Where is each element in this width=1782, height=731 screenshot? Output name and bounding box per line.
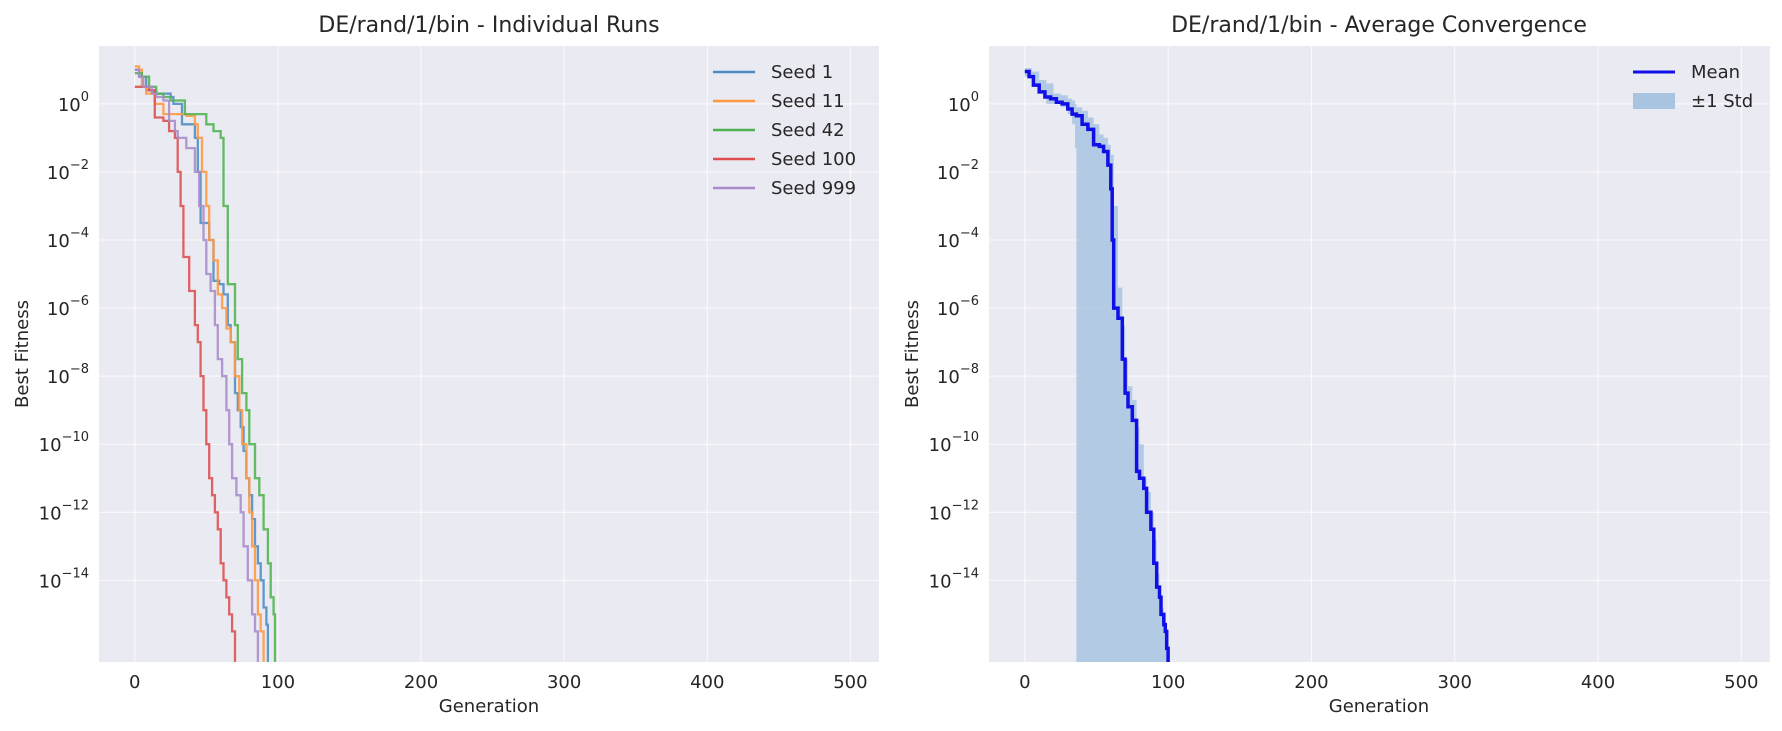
legend-label: Seed 999 (771, 178, 856, 199)
x-axis-ticks: 0 100 200 300 400 500 (1019, 672, 1758, 693)
mean-line (1024, 69, 1170, 662)
x-axis-ticks: 0 100 200 300 400 500 (129, 672, 868, 693)
y-tick-label: 10−12 (39, 498, 89, 524)
x-axis-label: Generation (439, 696, 539, 717)
legend: Mean ±1 Std (1633, 62, 1753, 112)
series-lines (134, 65, 277, 662)
y-tick-label: 10−6 (47, 294, 89, 320)
x-tick-label: 500 (1724, 672, 1758, 693)
individual-runs-chart: 0 100 200 300 400 500 100 10−2 10−4 10−6 10−8 10−1… (12, 13, 879, 717)
std-band (1024, 68, 1169, 662)
y-axis-ticks: 100 10−2 10−4 10−6 10−8 10−10 10−12 10−14 (39, 90, 89, 592)
series-area (1024, 68, 1170, 662)
legend-label: Seed 100 (771, 149, 856, 170)
legend-label-std: ±1 Std (1691, 91, 1753, 112)
y-tick-label: 10−10 (39, 430, 89, 456)
x-tick-label: 500 (833, 672, 867, 693)
x-tick-label: 200 (1294, 672, 1328, 693)
y-tick-label: 10−8 (47, 362, 89, 388)
legend: Seed 1 Seed 11 Seed 42 Seed 100 Seed 999 (713, 62, 856, 199)
y-tick-label: 10−10 (929, 430, 979, 456)
chart-title: DE/rand/1/bin - Individual Runs (318, 13, 659, 38)
series-line-seed-11 (134, 65, 265, 662)
y-tick-label: 10−8 (937, 362, 979, 388)
y-tick-label: 10−14 (39, 566, 89, 592)
series-line-seed-100 (134, 85, 237, 662)
y-tick-label: 10−14 (929, 566, 979, 592)
y-tick-label: 10−2 (47, 158, 89, 184)
y-tick-label: 10−2 (937, 158, 979, 184)
x-tick-label: 200 (404, 672, 438, 693)
x-tick-label: 300 (547, 672, 581, 693)
y-tick-label: 10−4 (937, 226, 979, 252)
y-tick-label: 100 (58, 90, 89, 116)
y-axis-label: Best Fitness (902, 300, 923, 408)
legend-label: Seed 1 (771, 62, 833, 83)
average-convergence-chart: 0 100 200 300 400 500 100 10−2 10−4 10−6 10−8 10−1… (902, 13, 1770, 717)
plot-background (99, 46, 879, 662)
x-tick-label: 0 (129, 672, 140, 693)
x-tick-label: 0 (1019, 672, 1030, 693)
chart-title: DE/rand/1/bin - Average Convergence (1171, 13, 1587, 38)
x-tick-label: 100 (261, 672, 295, 693)
series-line-seed-999 (134, 68, 260, 662)
legend-swatch-std (1633, 93, 1675, 109)
x-tick-label: 400 (690, 672, 724, 693)
x-axis-label: Generation (1329, 696, 1429, 717)
y-axis-label: Best Fitness (12, 300, 33, 408)
y-tick-label: 100 (948, 90, 979, 116)
y-tick-label: 10−6 (937, 294, 979, 320)
legend-label-mean: Mean (1691, 62, 1740, 83)
x-tick-label: 100 (1151, 672, 1185, 693)
y-tick-label: 10−12 (929, 498, 979, 524)
legend-label: Seed 42 (771, 120, 845, 141)
y-axis-ticks: 100 10−2 10−4 10−6 10−8 10−10 10−12 10−14 (929, 90, 979, 592)
y-tick-label: 10−4 (47, 226, 89, 252)
x-tick-label: 300 (1438, 672, 1472, 693)
legend-label: Seed 11 (771, 91, 845, 112)
x-tick-label: 400 (1581, 672, 1615, 693)
